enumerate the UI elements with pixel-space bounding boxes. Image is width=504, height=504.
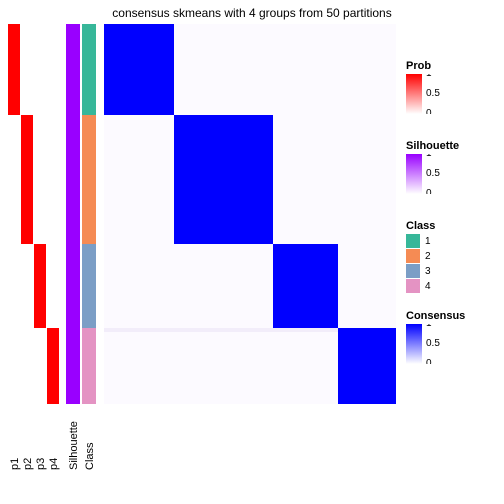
- page-title: consensus skmeans with 4 groups from 50 …: [0, 6, 504, 20]
- anno-col-p2: [21, 24, 33, 404]
- x-label-class: Class: [84, 442, 96, 470]
- legend-title: Consensus: [406, 310, 465, 322]
- x-label-p2: p2: [22, 458, 34, 470]
- legend-title: Silhouette: [406, 140, 459, 152]
- legend-title: Prob: [406, 60, 454, 72]
- x-label-silhouette: Silhouette: [68, 421, 80, 470]
- anno-col-silhouette: [66, 24, 80, 404]
- heatmap-block: [338, 328, 396, 404]
- heatmap-block: [174, 115, 273, 244]
- legend-class-item: 1: [406, 234, 435, 248]
- x-label-p1: p1: [9, 458, 21, 470]
- legend-class-item: 3: [406, 264, 435, 278]
- anno-col-p4: [47, 24, 59, 404]
- x-label-p3: p3: [35, 458, 47, 470]
- legend-class: Class 1234: [406, 220, 435, 294]
- legend-title: Class: [406, 220, 435, 232]
- legend-class-item: 4: [406, 279, 435, 293]
- x-label-p4: p4: [48, 458, 60, 470]
- legend-silhouette: Silhouette10.50: [406, 140, 459, 194]
- anno-col-class: [82, 24, 96, 404]
- anno-col-p3: [34, 24, 46, 404]
- legend-consensus: Consensus10.50: [406, 310, 465, 364]
- legend-class-item: 2: [406, 249, 435, 263]
- anno-col-p1: [8, 24, 20, 404]
- legend-prob: Prob10.50: [406, 60, 454, 114]
- heatmap-block: [273, 244, 337, 328]
- heatmap-block: [104, 24, 174, 115]
- consensus-heatmap: [104, 24, 396, 404]
